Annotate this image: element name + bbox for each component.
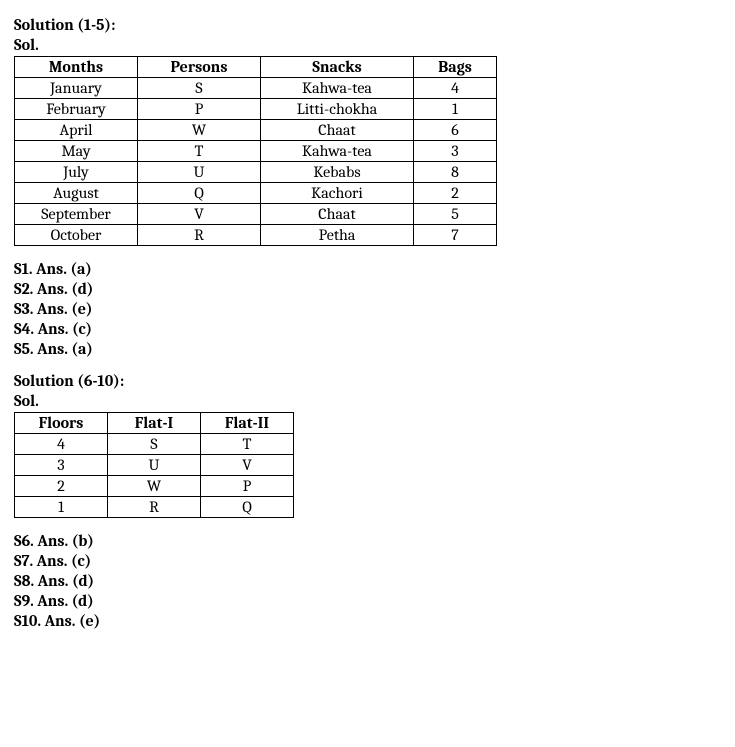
table-row: AprilWChaat6 (15, 120, 497, 141)
table-cell: 7 (414, 225, 497, 246)
answer-line: S6. Ans. (b) (14, 532, 721, 550)
sol-label-1: Sol. (14, 36, 721, 54)
answer-line: S5. Ans. (a) (14, 340, 721, 358)
table-cell: 1 (414, 99, 497, 120)
table-cell: P (201, 476, 294, 497)
col-flat2: Flat-II (201, 413, 294, 434)
table-cell: U (108, 455, 201, 476)
table-row: 4ST (15, 434, 294, 455)
table-cell: September (15, 204, 138, 225)
table-cell: 6 (414, 120, 497, 141)
table-cell: W (138, 120, 261, 141)
table-cell: Kachori (261, 183, 414, 204)
table-cell: R (108, 497, 201, 518)
col-floors: Floors (15, 413, 108, 434)
answer-line: S3. Ans. (e) (14, 300, 721, 318)
table-row: JulyUKebabs8 (15, 162, 497, 183)
table-cell: Kahwa-tea (261, 78, 414, 99)
table-solution-1-5: Months Persons Snacks Bags JanuarySKahwa… (14, 56, 497, 246)
col-persons: Persons (138, 57, 261, 78)
table-cell: Q (138, 183, 261, 204)
table-cell: Q (201, 497, 294, 518)
table-cell: V (138, 204, 261, 225)
table-cell: Chaat (261, 204, 414, 225)
table-row: 1RQ (15, 497, 294, 518)
col-snacks: Snacks (261, 57, 414, 78)
table-cell: 2 (15, 476, 108, 497)
table-cell: October (15, 225, 138, 246)
col-months: Months (15, 57, 138, 78)
table-cell: 4 (15, 434, 108, 455)
table-header-row: Floors Flat-I Flat-II (15, 413, 294, 434)
answers-1-5: S1. Ans. (a) S2. Ans. (d) S3. Ans. (e) S4. … (14, 260, 721, 358)
table-cell: U (138, 162, 261, 183)
table-row: OctoberRPetha7 (15, 225, 497, 246)
answer-line: S2. Ans. (d) (14, 280, 721, 298)
table-row: SeptemberVChaat5 (15, 204, 497, 225)
col-flat1: Flat-I (108, 413, 201, 434)
table-cell: 5 (414, 204, 497, 225)
table-row: MayTKahwa-tea3 (15, 141, 497, 162)
table-row: JanuarySKahwa-tea4 (15, 78, 497, 99)
table-cell: 8 (414, 162, 497, 183)
table-cell: P (138, 99, 261, 120)
table-cell: May (15, 141, 138, 162)
table-row: AugustQKachori2 (15, 183, 497, 204)
answers-6-10: S6. Ans. (b) S7. Ans. (c) S8. Ans. (d) S9. … (14, 532, 721, 630)
table-cell: R (138, 225, 261, 246)
table-cell: Petha (261, 225, 414, 246)
answer-line: S7. Ans. (c) (14, 552, 721, 570)
answer-line: S10. Ans. (e) (14, 612, 721, 630)
table-cell: Litti-chokha (261, 99, 414, 120)
table-cell: February (15, 99, 138, 120)
table-row: 2WP (15, 476, 294, 497)
solution-6-10-header: Solution (6-10): (14, 372, 721, 390)
answer-line: S8. Ans. (d) (14, 572, 721, 590)
table-cell: Chaat (261, 120, 414, 141)
answer-line: S4. Ans. (c) (14, 320, 721, 338)
sol-label-2: Sol. (14, 392, 721, 410)
col-bags: Bags (414, 57, 497, 78)
solution-1-5-header: Solution (1-5): (14, 16, 721, 34)
table-cell: January (15, 78, 138, 99)
table-cell: July (15, 162, 138, 183)
table-cell: 4 (414, 78, 497, 99)
table-row: FebruaryPLitti-chokha1 (15, 99, 497, 120)
table-row: 3UV (15, 455, 294, 476)
table-cell: Kebabs (261, 162, 414, 183)
table-cell: April (15, 120, 138, 141)
table-solution-6-10: Floors Flat-I Flat-II 4ST3UV2WP1RQ (14, 412, 294, 518)
table1-body: JanuarySKahwa-tea4FebruaryPLitti-chokha1… (15, 78, 497, 246)
table-cell: V (201, 455, 294, 476)
table-cell: 2 (414, 183, 497, 204)
table-cell: 1 (15, 497, 108, 518)
table-cell: 3 (414, 141, 497, 162)
table-header-row: Months Persons Snacks Bags (15, 57, 497, 78)
table-cell: T (138, 141, 261, 162)
table-cell: August (15, 183, 138, 204)
table-cell: T (201, 434, 294, 455)
table-cell: S (108, 434, 201, 455)
answer-line: S1. Ans. (a) (14, 260, 721, 278)
table-cell: S (138, 78, 261, 99)
table-cell: 3 (15, 455, 108, 476)
table-cell: W (108, 476, 201, 497)
table2-body: 4ST3UV2WP1RQ (15, 434, 294, 518)
table-cell: Kahwa-tea (261, 141, 414, 162)
answer-line: S9. Ans. (d) (14, 592, 721, 610)
